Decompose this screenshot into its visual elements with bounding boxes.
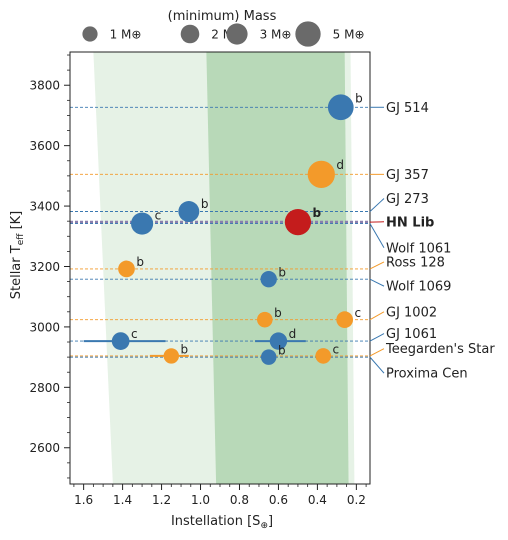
planet-point [118,260,135,278]
y-tick-label: 3800 [29,79,60,93]
planet-label: b [278,344,286,358]
x-tick-label: 1.0 [191,493,210,507]
planet-point [284,208,312,236]
x-tick-label: 0.6 [269,493,288,507]
star-label: GJ 357 [386,168,429,183]
planet-point [336,311,354,329]
legend-label: 1 M⊕ [110,28,142,42]
star-label-leader [369,198,385,212]
mass-legend: (minimum) Mass 1 M⊕2 M⊕3 M⊕5 M⊕ [82,9,365,47]
planet-label: b [201,197,209,211]
star-label: GJ 514 [386,101,429,116]
star-label: GJ 1002 [386,305,437,320]
planet-point [178,201,200,222]
planet-point [260,271,277,288]
planet-point [131,212,154,235]
x-tick-label: 0.8 [230,493,249,507]
y-tick-label: 3400 [29,200,60,214]
star-label: GJ 1061 [386,327,437,342]
planet-point [315,348,332,364]
y-tick-label: 3600 [29,139,60,153]
planet-point [163,348,179,364]
star-label-leader [369,223,385,249]
star-label: Wolf 1061 [386,241,451,256]
legend-title: (minimum) Mass [168,9,277,24]
planet-point [257,311,273,328]
star-label-leader [369,356,385,374]
y-axis-label: Stellar Teff [K] [9,211,26,300]
planet-label: b [313,206,322,220]
star-label-leader [369,348,385,357]
legend-marker [226,23,248,45]
planet-label: c [131,327,138,341]
legend-entries: 1 M⊕2 M⊕3 M⊕5 M⊕ [82,21,365,47]
star-label-leader [369,278,385,287]
planet-label: c [333,342,340,356]
planet-label: b [274,306,282,320]
legend-marker [295,21,321,47]
legend-marker [82,26,98,42]
planet-label: c [355,306,362,320]
star-label: Proxima Cen [386,367,468,382]
x-tick-label: 0.4 [308,493,327,507]
planet-label: b [136,255,144,269]
x-tick-label: 1.6 [74,493,93,507]
x-axis-label: Instellation [S⊕] [171,514,273,531]
y-tick-label: 2600 [29,441,60,455]
legend-label: 3 M⊕ [260,28,292,42]
planet-point [269,332,288,350]
star-label: GJ 273 [386,192,429,207]
conservative-hz-band [206,52,349,484]
planet-point [307,160,335,188]
planet-point [327,94,354,121]
planet-label: b [278,265,286,279]
star-label: HN Lib [386,215,434,230]
y-tick-label: 3000 [29,320,60,334]
x-tick-label: 1.4 [113,493,132,507]
legend-marker [180,24,200,44]
star-label-leader [369,333,385,342]
y-tick-label: 3200 [29,260,60,274]
planet-label: c [155,209,162,223]
y-axis: 2600 2800 3000 3200 3400 3600 3800 [29,54,70,479]
planet-point [111,332,130,350]
planet-point [260,349,277,365]
star-label-leader [369,261,385,270]
legend-label: 5 M⊕ [333,28,365,42]
x-tick-label: 1.2 [152,493,171,507]
star-label: Teegarden's Star [385,342,495,357]
star-label-leader [369,311,385,321]
planet-label: d [336,158,344,172]
planet-label: b [180,342,188,356]
planet-label: b [355,92,363,106]
star-label: Wolf 1069 [386,280,451,295]
habitable-zone [93,52,355,484]
planet-points [111,94,354,365]
planet-label: d [289,327,297,341]
x-tick-label: 0.2 [347,493,366,507]
x-axis: 1.6 1.4 1.2 1.0 0.8 0.6 0.4 0.2 [73,484,367,507]
y-tick-label: 2800 [29,381,60,395]
star-label: Ross 128 [386,255,445,270]
